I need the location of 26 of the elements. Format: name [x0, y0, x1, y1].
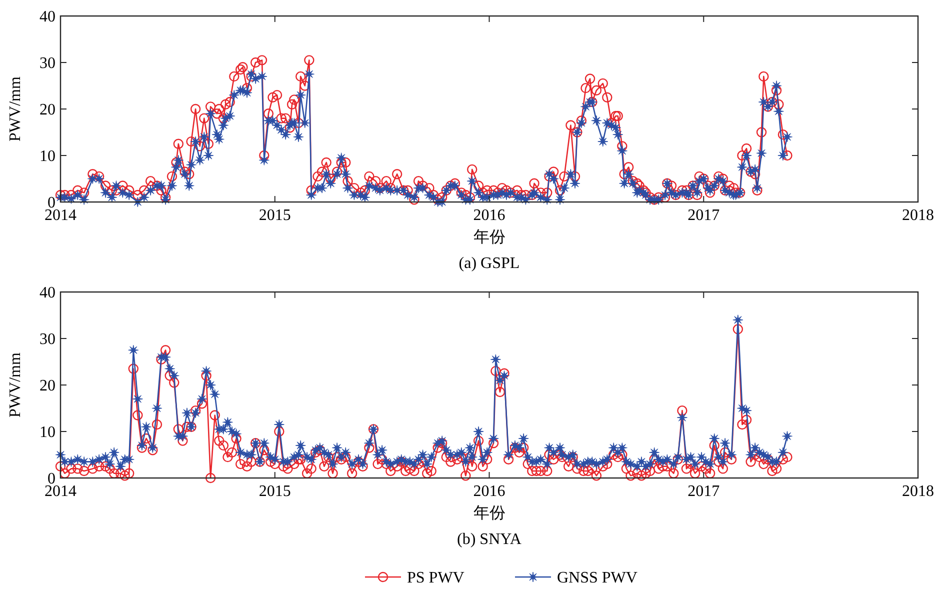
x-tick-label: 2015	[258, 483, 291, 500]
x-tick-label: 2014	[44, 207, 76, 224]
x-tick-label: 2018	[902, 483, 934, 500]
y-tick-label: 10	[40, 424, 56, 441]
y-tick-label: 10	[40, 148, 56, 165]
x-tick-label: 2017	[688, 483, 720, 500]
x-axis-title: 年份	[473, 505, 506, 522]
y-tick-label: 20	[40, 102, 56, 118]
x-tick-label: 2016	[473, 483, 506, 500]
x-tick-label: 2014	[44, 483, 76, 500]
legend-label: GNSS PWV	[557, 570, 638, 586]
y-axis-title: PWV/mm	[7, 352, 24, 418]
y-tick-label: 20	[40, 378, 56, 394]
x-tick-label: 2018	[902, 207, 934, 224]
y-tick-label: 30	[40, 55, 56, 72]
y-tick-label: 40	[40, 284, 56, 302]
text: (a) GSPL	[458, 255, 520, 272]
x-tick-label: 2016	[473, 207, 506, 224]
y-tick-label: 40	[40, 8, 56, 26]
y-axis-title: PWV/mm	[7, 76, 24, 142]
x-tick-label: 2015	[258, 207, 291, 224]
x-tick-label: 2017	[688, 207, 720, 224]
y-tick-label: 30	[40, 331, 56, 348]
x-axis-title: 年份	[473, 229, 506, 246]
text: (b) SNYA	[457, 531, 522, 548]
legend-label: PS PWV	[407, 570, 465, 586]
